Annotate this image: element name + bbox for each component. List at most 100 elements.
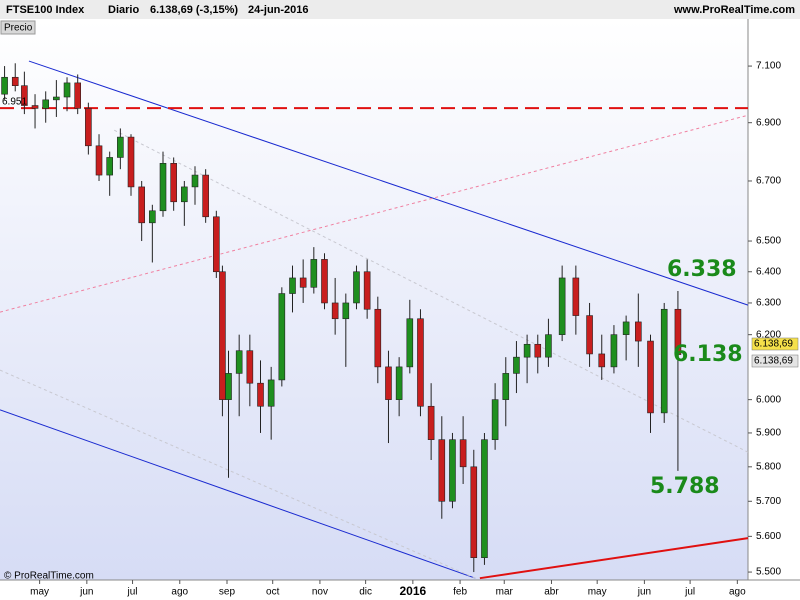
candle-body — [438, 439, 446, 502]
candle-body — [310, 259, 318, 288]
y-tick-label: 6.200 — [756, 329, 781, 340]
candle-body — [321, 259, 328, 304]
x-tick-label: feb — [453, 587, 467, 598]
candle-body — [363, 271, 371, 310]
candle-body — [149, 210, 156, 224]
instrument: FTSE100 Index — [6, 4, 85, 16]
price-tag-box — [751, 354, 799, 368]
x-tick-label: nov — [312, 587, 328, 598]
candle-body — [53, 96, 60, 101]
trendline — [0, 369, 476, 579]
y-tick-label: 5.700 — [756, 496, 781, 507]
x-tick-label: jun — [637, 587, 651, 598]
trendline — [0, 114, 749, 313]
candle-body — [42, 99, 50, 109]
candle-body — [1, 76, 8, 95]
candle-body — [235, 350, 243, 374]
candle-body — [106, 157, 113, 176]
y-tick-label: 6.900 — [756, 117, 781, 128]
candle-body — [470, 466, 478, 558]
x-tick-label: mar — [496, 587, 514, 598]
candle-body — [502, 373, 510, 400]
x-tick-label: may — [30, 587, 49, 598]
candle-body — [225, 373, 232, 400]
y-tick-label: 5.900 — [756, 428, 781, 439]
y-tick-label: 6.700 — [756, 176, 781, 187]
y-tick-label: 6.300 — [756, 298, 781, 309]
copyright: © ProRealTime.com — [4, 571, 94, 582]
candle-body — [342, 302, 350, 320]
trendline — [28, 60, 749, 306]
y-tick-label: 5.800 — [756, 461, 781, 472]
candle-body — [385, 366, 392, 400]
price-tag: 6.138,69 — [754, 339, 793, 350]
x-tick-label: ago — [729, 587, 746, 598]
candle-body — [289, 277, 296, 294]
candle-body — [213, 216, 220, 273]
candle-body — [449, 439, 456, 502]
candle-body — [159, 163, 167, 212]
candle-body — [31, 105, 39, 109]
x-tick-label: jun — [79, 587, 93, 598]
candle-body — [21, 85, 28, 106]
plot — [0, 60, 749, 580]
x-tick-label: ago — [171, 587, 188, 598]
x-tick-label: 2016 — [399, 584, 426, 598]
candle-body — [427, 405, 435, 440]
candle-body — [598, 353, 606, 368]
y-tick-label: 7.100 — [756, 61, 781, 72]
trendline — [0, 409, 476, 579]
candle-body — [138, 186, 145, 224]
period: Diario — [108, 4, 139, 16]
candle-body — [127, 136, 135, 188]
x-tick-label: jul — [127, 587, 138, 598]
candle-body — [459, 439, 467, 468]
price-tag-box — [751, 337, 799, 351]
candle-body — [417, 318, 424, 407]
x-tick-label: sep — [219, 587, 236, 598]
candle-body — [246, 350, 254, 384]
x-tick-label: abr — [544, 587, 559, 598]
candle-body — [572, 277, 580, 316]
candle-body — [85, 108, 92, 147]
candle-body — [278, 293, 286, 381]
y-tick-label: 5.500 — [756, 567, 781, 578]
candle-body — [202, 174, 209, 218]
annotation: 6.338 — [667, 257, 737, 282]
candle-body — [647, 340, 654, 414]
date: 24-jun-2016 — [248, 4, 309, 16]
x-tick-label: jul — [684, 587, 695, 598]
candle-body — [674, 308, 682, 355]
x-tick-label: oct — [266, 587, 280, 598]
annotation: 6.138 — [673, 342, 743, 367]
candle-body — [395, 366, 403, 400]
y-tick-label: 6.400 — [756, 266, 781, 277]
candle-body — [374, 308, 382, 368]
y-tick-label: 6.500 — [756, 236, 781, 247]
candle-body — [11, 76, 19, 87]
candle-body — [513, 356, 520, 374]
candle-body — [586, 315, 593, 355]
candle-body — [491, 399, 499, 440]
candle-body — [63, 82, 71, 98]
candle-body — [610, 334, 618, 368]
x-tick-label: dic — [359, 587, 372, 598]
annotation: 5.788 — [650, 474, 720, 499]
panel-label: Precio — [4, 23, 33, 34]
candle-body — [181, 186, 188, 203]
y-tick-label: 6.000 — [756, 394, 781, 405]
candle-body — [558, 277, 566, 335]
site: www.ProRealTime.com — [673, 4, 795, 16]
candle-body — [660, 308, 668, 414]
candle-body — [635, 321, 642, 342]
plot-area — [0, 20, 748, 580]
candle-body — [267, 379, 275, 407]
candle-body — [299, 277, 307, 288]
price-tag: 6.138,69 — [754, 356, 793, 367]
candle-body — [191, 174, 199, 188]
candle-body — [481, 439, 488, 558]
candle-body — [534, 343, 542, 358]
candle-body — [257, 382, 264, 407]
x-tick-label: may — [588, 587, 607, 598]
